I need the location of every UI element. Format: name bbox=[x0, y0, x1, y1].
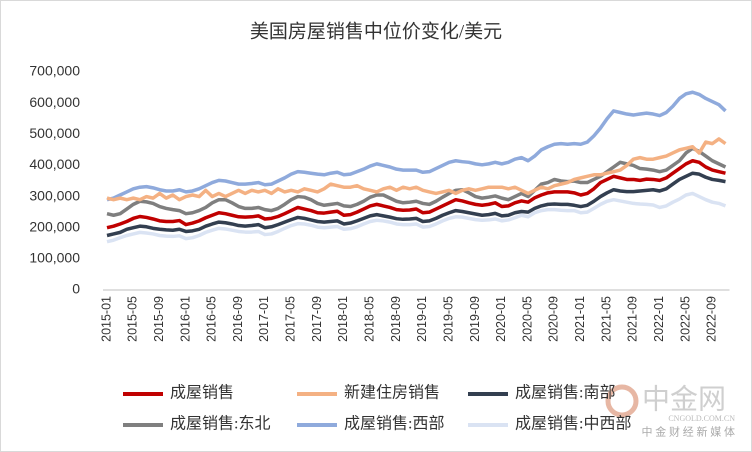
x-tick-label: 2017-01 bbox=[257, 296, 271, 342]
watermark-site: CNGOLD.COM.CN bbox=[668, 414, 735, 423]
y-tick-label: 700,000 bbox=[29, 63, 80, 79]
legend-label: 成屋销售:东北 bbox=[170, 415, 270, 433]
series-line bbox=[106, 90, 727, 202]
x-tick-label: 2021-09 bbox=[626, 296, 640, 342]
legend-label: 新建住房销售 bbox=[344, 384, 440, 402]
chart-title: 美国房屋销售中位价变化/美元 bbox=[250, 20, 502, 42]
x-tick-label: 2021-01 bbox=[573, 296, 587, 342]
x-tick-label: 2018-09 bbox=[389, 296, 403, 342]
x-tick-label: 2015-01 bbox=[99, 296, 113, 342]
series-line bbox=[106, 137, 727, 202]
legend-label: 成屋销售 bbox=[170, 384, 234, 402]
x-tick-label: 2018-05 bbox=[362, 296, 376, 342]
x-tick-label: 2022-01 bbox=[652, 296, 666, 342]
y-tick-label: 500,000 bbox=[29, 125, 80, 141]
y-tick-label: 300,000 bbox=[29, 187, 80, 203]
legend-label: 成屋销售:中西部 bbox=[515, 415, 631, 433]
series-line bbox=[106, 171, 726, 238]
x-tick-label: 2017-05 bbox=[284, 296, 298, 342]
x-tick-label: 2022-05 bbox=[678, 296, 692, 342]
x-tick-label: 2015-05 bbox=[126, 296, 140, 342]
x-tick-label: 2019-05 bbox=[441, 296, 455, 342]
y-tick-label: 600,000 bbox=[29, 94, 80, 110]
series-line bbox=[106, 146, 727, 218]
x-tick-label: 2019-01 bbox=[415, 296, 429, 342]
x-tick-label: 2018-01 bbox=[336, 296, 350, 342]
x-tick-label: 2020-01 bbox=[494, 296, 508, 342]
y-tick-label: 0 bbox=[72, 281, 80, 297]
x-tick-label: 2020-05 bbox=[520, 296, 534, 342]
y-tick-label: 200,000 bbox=[29, 218, 80, 234]
watermark-icon bbox=[605, 384, 639, 418]
legend-label: 成屋销售:南部 bbox=[515, 384, 615, 402]
x-tick-label: 2020-09 bbox=[547, 296, 561, 342]
legend-label: 成屋销售:西部 bbox=[344, 415, 444, 433]
series-line bbox=[106, 191, 727, 244]
watermark-slogan: 中 金 财 经 新 媒 体 bbox=[642, 425, 736, 439]
x-tick-label: 2021-05 bbox=[599, 296, 613, 342]
x-tick-label: 2017-09 bbox=[310, 296, 324, 342]
x-tick-label: 2015-09 bbox=[152, 296, 166, 342]
x-tick-label: 2016-01 bbox=[178, 296, 192, 342]
y-tick-label: 100,000 bbox=[29, 250, 80, 266]
x-tick-label: 2022-09 bbox=[705, 296, 719, 342]
x-tick-label: 2016-09 bbox=[231, 296, 245, 342]
watermark-logo: 中金网 bbox=[642, 383, 726, 415]
x-tick-label: 2019-09 bbox=[468, 296, 482, 342]
series-line bbox=[106, 159, 726, 230]
y-tick-label: 400,000 bbox=[29, 156, 80, 172]
watermark: 中金网 CNGOLD.COM.CN 中 金 财 经 新 媒 体 bbox=[605, 383, 736, 439]
x-tick-label: 2016-05 bbox=[205, 296, 219, 342]
